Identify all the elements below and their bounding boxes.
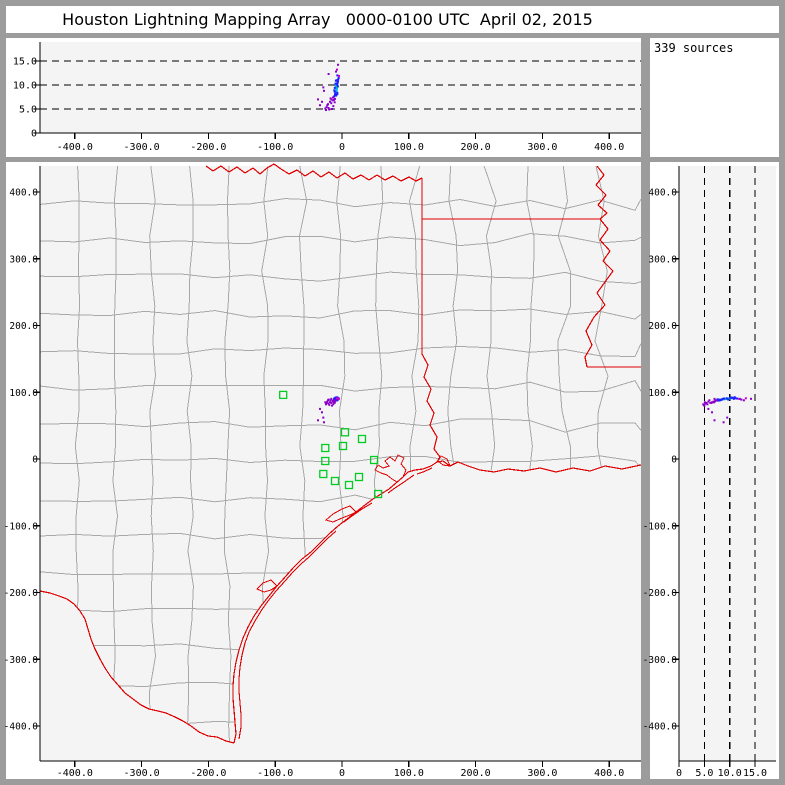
ew-altitude-panel[interactable] — [6, 38, 641, 157]
ns-altitude-panel[interactable] — [650, 162, 779, 779]
sources-count-panel: 339 sources — [650, 38, 779, 157]
window-title: Houston Lightning Mapping Array 0000-010… — [62, 10, 593, 29]
plan-view-map-panel[interactable] — [6, 162, 641, 779]
title-bar: Houston Lightning Mapping Array 0000-010… — [6, 6, 779, 33]
sources-count-label: 339 sources — [654, 41, 734, 55]
